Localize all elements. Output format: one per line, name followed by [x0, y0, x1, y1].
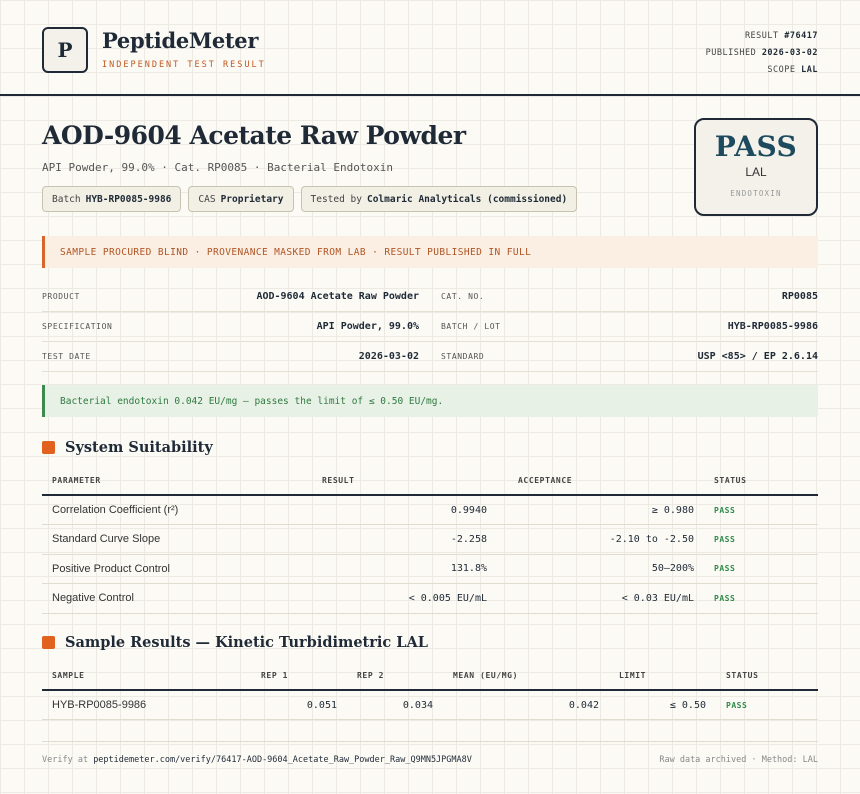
verdict-method: LAL [745, 165, 767, 179]
limit-cell: ≤ 0.50 [609, 690, 716, 720]
tested-by-chip: Tested by Colmaric Analyticals (commissio… [300, 186, 578, 212]
samples-table: SAMPLE REP 1 REP 2 MEAN (EU/MG) LIMIT ST… [42, 662, 818, 720]
info-row: TEST DATE 2026-03-02 STANDARD USP <85> /… [42, 342, 818, 372]
rep2-cell: 0.034 [347, 690, 443, 720]
acceptance-cell: 50–200% [497, 554, 704, 584]
table-row: HYB-RP0085-9986 0.051 0.034 0.042 ≤ 0.50… [42, 690, 818, 720]
table-row: Negative Control < 0.005 EU/mL < 0.03 EU… [42, 583, 818, 614]
verdict-test: ENDOTOXIN [730, 189, 782, 198]
cas-chip: CAS Proprietary [188, 186, 294, 212]
chip-value: HYB-RP0085-9986 [85, 193, 172, 205]
status-badge: PASS [704, 524, 818, 555]
info-label: TEST DATE [42, 352, 91, 361]
info-label: BATCH / LOT [441, 322, 501, 331]
column-header: REP 2 [347, 662, 443, 691]
report-header: P PeptideMeter INDEPENDENT TEST RESULT R… [0, 0, 860, 96]
result-number: #76417 [784, 31, 818, 41]
status-badge: PASS [704, 583, 818, 614]
section-marker-icon [42, 636, 55, 649]
info-value: HYB-RP0085-9986 [727, 321, 818, 332]
blind-notice: SAMPLE PROCURED BLIND · PROVENANCE MASKE… [42, 236, 818, 268]
result-cell: 0.9940 [312, 495, 497, 525]
table-row: Positive Product Control 131.8% 50–200% … [42, 554, 818, 584]
chip-label: Batch [52, 193, 81, 205]
sample-cell: HYB-RP0085-9986 [42, 690, 251, 720]
table-header-row: SAMPLE REP 1 REP 2 MEAN (EU/MG) LIMIT ST… [42, 662, 818, 691]
info-row: PRODUCT AOD-9604 Acetate Raw Powder CAT.… [42, 282, 818, 312]
acceptance-cell: ≥ 0.980 [497, 495, 704, 525]
param-cell: Correlation Coefficient (r²) [42, 495, 312, 525]
result-cell: -2.258 [312, 524, 497, 555]
verify-link[interactable]: peptidemeter.com/verify/76417-AOD-9604_A… [93, 755, 472, 765]
acceptance-cell: -2.10 to -2.50 [497, 524, 704, 555]
result-label: RESULT [744, 31, 779, 41]
brand-tagline: INDEPENDENT TEST RESULT [102, 60, 266, 70]
acceptance-cell: < 0.03 EU/mL [497, 583, 704, 614]
status-badge: PASS [704, 495, 818, 525]
footer-method: Raw data archived · Method: LAL [659, 755, 818, 765]
logo-mark: P [42, 27, 88, 73]
info-value: RP0085 [781, 291, 818, 302]
chip-row: Batch HYB-RP0085-9986 CAS Proprietary Test… [42, 186, 578, 212]
published-label: PUBLISHED [705, 48, 757, 58]
suitability-table: PARAMETER RESULT ACCEPTANCE STATUS Corre… [42, 467, 818, 614]
column-header: STATUS [704, 467, 818, 496]
info-label: CAT. NO. [441, 292, 485, 301]
info-label: STANDARD [441, 352, 485, 361]
table-header-row: PARAMETER RESULT ACCEPTANCE STATUS [42, 467, 818, 496]
column-header: SAMPLE [42, 662, 251, 691]
page-title: AOD-9604 Acetate Raw Powder [42, 121, 466, 150]
column-header: STATUS [716, 662, 818, 691]
status-badge: PASS [704, 554, 818, 584]
suitability-heading: System Suitability [42, 439, 213, 456]
report-meta: RESULT #76417 PUBLISHED 2026-03-02 SCOPE… [706, 28, 818, 79]
mean-cell: 0.042 [443, 690, 609, 720]
chip-label: CAS [198, 193, 216, 205]
info-label: SPECIFICATION [42, 322, 113, 331]
info-value: 2026-03-02 [358, 351, 419, 362]
verdict-badge: PASS LAL ENDOTOXIN [694, 118, 818, 216]
samples-heading: Sample Results — Kinetic Turbidimetric L… [42, 634, 428, 651]
column-header: ACCEPTANCE [497, 467, 704, 496]
info-value: AOD-9604 Acetate Raw Powder [256, 291, 419, 302]
column-header: LIMIT [609, 662, 716, 691]
table-row: Standard Curve Slope -2.258 -2.10 to -2.… [42, 524, 818, 555]
table-row: Correlation Coefficient (r²) 0.9940 ≥ 0.… [42, 495, 818, 525]
param-cell: Positive Product Control [42, 554, 312, 584]
info-value: API Powder, 99.0% [316, 321, 419, 332]
scope-value: LAL [801, 65, 818, 75]
section-marker-icon [42, 441, 55, 454]
column-header: PARAMETER [42, 467, 312, 496]
chip-value: Proprietary [220, 193, 284, 205]
brand-name: PeptideMeter [102, 28, 259, 53]
param-cell: Negative Control [42, 583, 312, 614]
info-value: USP <85> / EP 2.6.14 [697, 351, 818, 362]
result-cell: < 0.005 EU/mL [312, 583, 497, 614]
chip-label: Tested by [310, 193, 362, 205]
chip-value: Colmaric Analyticals (commissioned) [366, 193, 568, 205]
result-summary: Bacterial endotoxin 0.042 EU/mg — passes… [42, 385, 818, 417]
rep1-cell: 0.051 [251, 690, 347, 720]
param-cell: Standard Curve Slope [42, 524, 312, 555]
scope-label: SCOPE [767, 65, 796, 75]
status-badge: PASS [716, 690, 818, 720]
verify-label: Verify at [42, 755, 89, 765]
result-cell: 131.8% [312, 554, 497, 584]
column-header: RESULT [312, 467, 497, 496]
section-title: System Suitability [65, 439, 213, 456]
info-grid: PRODUCT AOD-9604 Acetate Raw Powder CAT.… [42, 282, 818, 372]
info-label: PRODUCT [42, 292, 80, 301]
info-row: SPECIFICATION API Powder, 99.0% BATCH / … [42, 312, 818, 342]
report-footer: Verify at peptidemeter.com/verify/76417-… [42, 755, 818, 765]
verify-line: Verify at peptidemeter.com/verify/76417-… [42, 755, 472, 765]
section-title: Sample Results — Kinetic Turbidimetric L… [65, 634, 428, 651]
batch-chip: Batch HYB-RP0085-9986 [42, 186, 182, 212]
published-date: 2026-03-02 [761, 48, 818, 58]
page-subtitle: API Powder, 99.0% · Cat. RP0085 · Bacter… [42, 161, 393, 174]
column-header: REP 1 [251, 662, 347, 691]
footer-divider [42, 741, 818, 742]
column-header: MEAN (EU/MG) [443, 662, 609, 691]
verdict-text: PASS [714, 130, 798, 163]
